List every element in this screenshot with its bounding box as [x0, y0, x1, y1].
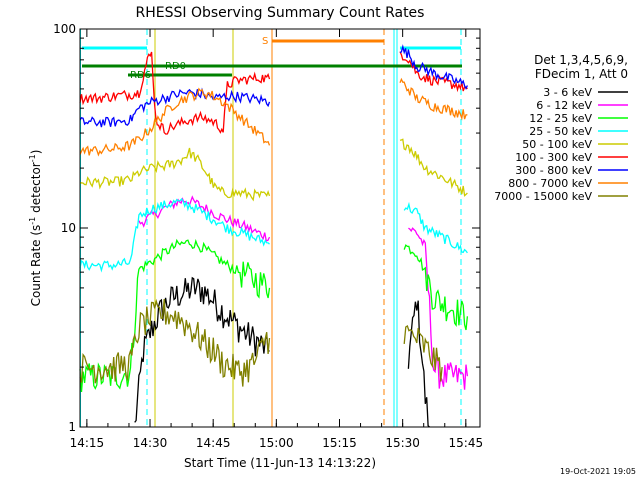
x-tick-label-15-45: 15:45 — [449, 436, 484, 450]
x-axis-label: Start Time (11-Jun-13 14:13:22) — [184, 456, 376, 470]
series-line-50-100-kev-1 — [399, 138, 468, 197]
x-tick-label-15-30: 15:30 — [385, 436, 420, 450]
y-tick-label-1: 1 — [68, 420, 76, 434]
series-line-12-25-kev-1 — [403, 244, 469, 331]
series-line-3-6-kev-0 — [134, 276, 270, 423]
series-3-6-kev — [134, 276, 430, 428]
series-line-100-300-kev-1 — [399, 51, 468, 93]
x-tick-label-15-00: 15:00 — [259, 436, 294, 450]
x-axis: 14:15 14:30 14:45 15:00 15:15 15:30 15:45 — [70, 29, 484, 450]
series-7000-15000-kev — [79, 298, 443, 387]
legend: Det 1,3,4,5,6,9, FDecim 1, Att 0 3 - 6 k… — [494, 53, 628, 203]
flag-label-rd0: RD0 — [165, 61, 186, 72]
y-axis-label-end: ) — [29, 150, 43, 155]
legend-label-3-6-kev: 3 - 6 keV — [543, 86, 592, 99]
series-line-300-800-kev-0 — [79, 87, 271, 128]
legend-header-line-2: FDecim 1, Att 0 — [535, 67, 628, 81]
flag-label-s: S — [262, 36, 268, 47]
x-tick-label-15-15: 15:15 — [322, 436, 357, 450]
series-line-12-25-kev-0 — [79, 238, 271, 392]
chart-title: RHESSI Observing Summary Count Rates — [136, 5, 425, 21]
series-100-300-kev — [79, 51, 468, 135]
legend-label-300-800-kev: 300 - 800 keV — [515, 164, 592, 177]
legend-label-25-50-kev: 25 - 50 keV — [529, 125, 592, 138]
plot-frame — [79, 28, 481, 428]
y-axis-label-exp2: -1 — [28, 154, 37, 162]
y-axis: 1 10 100 — [53, 22, 480, 434]
series-50-100-kev — [79, 138, 468, 202]
y-axis-label-tail: detector — [29, 162, 43, 217]
series-line-50-100-kev-0 — [79, 147, 271, 202]
series-line-100-300-kev-0 — [79, 51, 271, 135]
legend-label-100-300-kev: 100 - 300 keV — [515, 151, 592, 164]
x-tick-label-14-15: 14:15 — [70, 436, 105, 450]
x-tick-label-14-45: 14:45 — [196, 436, 231, 450]
series-line-300-800-kev-1 — [399, 44, 468, 90]
series-line-7000-15000-kev-1 — [403, 325, 443, 382]
legend-label-800-7000-kev: 800 - 7000 keV — [508, 177, 592, 190]
x-tick-label-14-30: 14:30 — [133, 436, 168, 450]
plot-area: RD0 RD6 S — [79, 29, 469, 428]
series-line-7000-15000-kev-0 — [79, 298, 271, 387]
series-line-3-6-kev-1 — [407, 300, 430, 428]
legend-header-line-1: Det 1,3,4,5,6,9, — [534, 53, 628, 67]
series-line-800-7000-kev-1 — [399, 77, 468, 121]
legend-label-6-12-kev: 6 - 12 keV — [536, 99, 592, 112]
y-axis-label-exp: -1 — [28, 217, 37, 225]
series-25-50-kev — [79, 197, 468, 273]
series-300-800-kev — [79, 44, 468, 128]
y-axis-label-main: Count Rate (s — [29, 225, 43, 307]
flag-label-rd6: RD6 — [130, 70, 151, 81]
y-tick-label-100: 100 — [53, 22, 76, 36]
series-line-25-50-kev-1 — [403, 201, 468, 254]
series-12-25-kev — [79, 238, 469, 392]
y-axis-label: Count Rate (s-1 detector-1) — [28, 150, 43, 307]
series-6-12-kev — [138, 195, 469, 390]
series-800-7000-kev — [79, 77, 468, 157]
series-line-25-50-kev-0 — [79, 197, 270, 273]
y-tick-label-10: 10 — [61, 221, 76, 235]
series-line-800-7000-kev-0 — [79, 87, 271, 157]
legend-label-12-25-kev: 12 - 25 keV — [529, 112, 592, 125]
timestamp: 19-Oct-2021 19:05 — [560, 467, 636, 476]
legend-label-50-100-kev: 50 - 100 keV — [522, 138, 592, 151]
series-line-6-12-kev-0 — [138, 195, 271, 242]
legend-label-7000-15000-kev: 7000 - 15000 keV — [494, 190, 592, 203]
